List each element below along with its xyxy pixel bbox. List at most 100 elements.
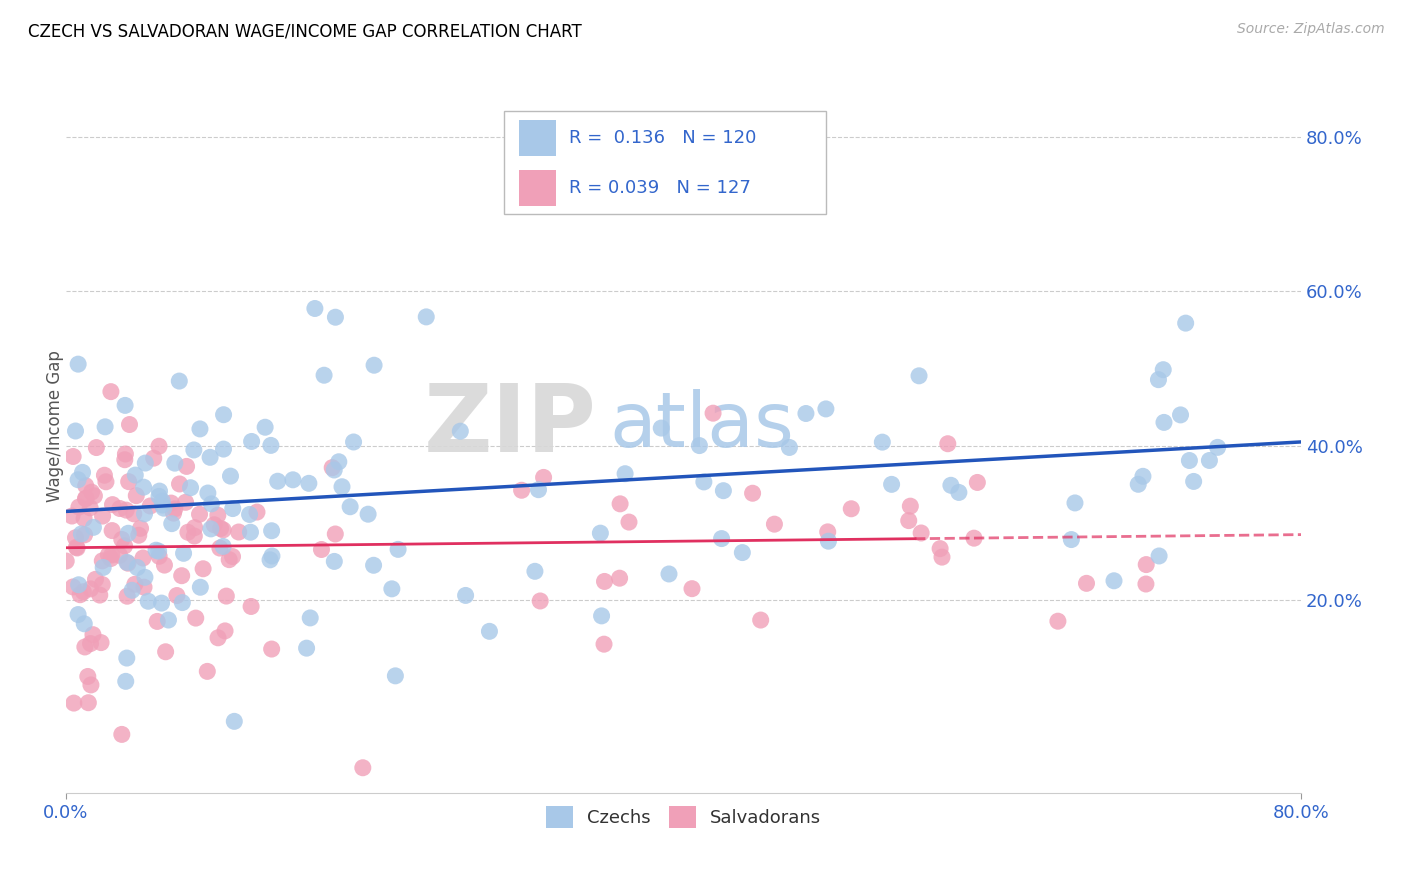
Point [191, 562, 214, 576]
Point [228, 524, 250, 539]
Point [148, 489, 170, 503]
Point [239, 508, 262, 522]
Point [73, 511, 96, 525]
Point [75, 479, 97, 493]
Point [731, 545, 754, 559]
Point [908, 368, 931, 383]
Point [198, 450, 221, 465]
Point [67, 500, 90, 514]
Point [794, 407, 817, 421]
Point [681, 582, 703, 596]
Point [108, 548, 131, 562]
Point [323, 554, 346, 568]
Point [591, 608, 613, 623]
Point [948, 485, 970, 500]
Point [153, 558, 176, 573]
FancyBboxPatch shape [519, 169, 557, 206]
Point [778, 441, 800, 455]
Point [342, 435, 364, 450]
Point [160, 496, 183, 510]
Point [132, 551, 155, 566]
Point [609, 571, 631, 585]
Point [214, 624, 236, 638]
Point [352, 761, 374, 775]
Point [966, 475, 988, 490]
Point [73, 640, 96, 654]
Point [75, 491, 97, 506]
Point [1152, 362, 1174, 376]
Point [212, 442, 235, 456]
Point [124, 577, 146, 591]
Point [929, 541, 952, 556]
Point [79, 582, 101, 596]
Point [173, 546, 195, 560]
Point [713, 483, 735, 498]
Point [897, 514, 920, 528]
Point [91, 509, 114, 524]
Point [176, 459, 198, 474]
Point [1132, 469, 1154, 483]
Point [132, 480, 155, 494]
Point [415, 310, 437, 324]
Point [387, 542, 409, 557]
Point [197, 486, 219, 500]
Point [115, 651, 138, 665]
Point [148, 484, 170, 499]
Point [363, 358, 385, 372]
Point [91, 554, 114, 568]
Point [527, 483, 550, 497]
Point [880, 477, 903, 491]
Point [62, 580, 84, 594]
Point [817, 524, 839, 539]
Point [111, 533, 134, 547]
Point [91, 560, 114, 574]
Point [963, 531, 986, 545]
FancyBboxPatch shape [519, 120, 557, 156]
Point [593, 574, 616, 589]
Point [115, 555, 138, 569]
Point [222, 501, 245, 516]
Point [239, 525, 262, 540]
Point [207, 508, 229, 523]
Point [260, 438, 283, 452]
Point [169, 374, 191, 388]
Point [72, 466, 94, 480]
Text: Source: ZipAtlas.com: Source: ZipAtlas.com [1237, 22, 1385, 37]
Point [183, 521, 205, 535]
Point [67, 473, 90, 487]
Point [312, 368, 335, 383]
Point [128, 528, 150, 542]
Point [184, 611, 207, 625]
Point [77, 696, 100, 710]
Point [323, 463, 346, 477]
Point [79, 500, 101, 515]
Point [188, 508, 211, 522]
Point [839, 501, 862, 516]
Point [589, 526, 612, 541]
Point [1174, 316, 1197, 330]
Point [910, 526, 932, 541]
Point [304, 301, 326, 316]
Text: R =  0.136   N = 120: R = 0.136 N = 120 [568, 129, 756, 147]
Point [172, 596, 194, 610]
Point [146, 615, 169, 629]
Point [254, 420, 277, 434]
Point [134, 570, 156, 584]
Point [66, 541, 89, 555]
Point [124, 468, 146, 483]
Legend: Czechs, Salvadorans: Czechs, Salvadorans [538, 799, 828, 836]
Point [100, 551, 122, 566]
Point [163, 456, 186, 470]
Point [160, 516, 183, 531]
Point [212, 408, 235, 422]
Point [200, 522, 222, 536]
Point [134, 456, 156, 470]
Point [117, 526, 139, 541]
Point [212, 523, 235, 537]
Point [325, 310, 347, 325]
Point [363, 558, 385, 573]
Point [157, 613, 180, 627]
Point [115, 589, 138, 603]
Point [63, 696, 86, 710]
Point [357, 507, 380, 521]
